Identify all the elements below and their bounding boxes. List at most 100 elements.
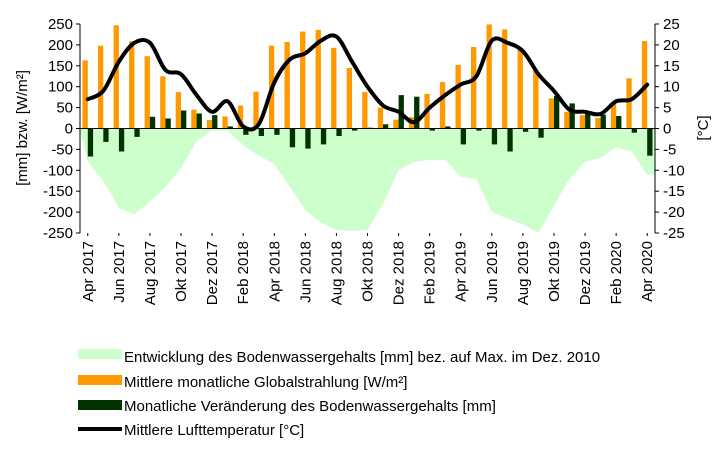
legend-label-temperature: Mittlere Lufttemperatur [°C] xyxy=(124,422,304,439)
soil-change-bar xyxy=(600,114,606,129)
y-tick-label: -100 xyxy=(43,162,73,179)
solar-bar xyxy=(222,116,228,129)
soil-change-bar xyxy=(289,128,296,148)
soil-change-bar xyxy=(383,124,389,129)
solar-bar xyxy=(253,91,259,129)
solar-bar xyxy=(439,82,446,129)
solar-bar xyxy=(579,115,586,129)
y-tick-label: 50 xyxy=(56,100,73,117)
y2-tick-label: 20 xyxy=(663,37,680,54)
x-tick-label: Jun 2019 xyxy=(484,241,501,303)
soil-change-bar xyxy=(118,128,125,152)
y-tick-label: -200 xyxy=(43,204,73,221)
solar-bar xyxy=(517,48,523,129)
solar-bar xyxy=(331,47,337,129)
soil-change-bar xyxy=(554,95,560,129)
x-tick-label: Okt 2018 xyxy=(360,241,377,302)
soil-change-bar xyxy=(274,128,280,135)
y2-tick-label: 0 xyxy=(663,121,671,138)
solar-bar xyxy=(610,103,617,129)
y2-tick-label: 5 xyxy=(663,100,671,117)
solar-bar xyxy=(502,29,508,129)
soil-change-bar xyxy=(227,126,233,129)
solar-bar xyxy=(595,118,601,129)
solar-bar xyxy=(362,92,368,129)
temperature-line xyxy=(85,33,650,132)
y-tick-label: 100 xyxy=(48,79,73,96)
x-tick-label: Dez 2019 xyxy=(577,241,594,305)
soil-change-bar xyxy=(212,115,218,129)
y2-tick-label: 15 xyxy=(663,58,680,75)
x-tick-label: Okt 2017 xyxy=(173,241,190,302)
x-tick-label: Feb 2018 xyxy=(235,241,252,304)
soil-change-bar xyxy=(616,116,622,129)
soil-change-bar xyxy=(181,110,187,129)
solar-bar xyxy=(284,42,290,129)
axes-layer: -250-200-150-100-50050100150200250-25-20… xyxy=(43,16,685,305)
soil-change-bar xyxy=(196,113,202,129)
soil-change-bar xyxy=(429,128,435,131)
soil-change-bar xyxy=(165,118,171,129)
soil-change-bar xyxy=(631,128,637,133)
solar-bar xyxy=(82,60,88,129)
soil-change-bar xyxy=(134,128,140,137)
solar-bar xyxy=(206,120,213,129)
solar-bar xyxy=(548,98,554,129)
solar-bar xyxy=(626,78,632,129)
y-tick-label: 250 xyxy=(48,16,73,33)
soil-water-area xyxy=(80,128,655,233)
x-tick-label: Feb 2020 xyxy=(608,241,625,304)
soil-change-bar xyxy=(569,103,575,129)
soil-change-bar xyxy=(585,111,591,129)
solar-bar xyxy=(300,31,306,129)
y2-tick-label: -15 xyxy=(663,183,685,200)
soil-change-bar xyxy=(320,128,327,145)
soil-change-bar xyxy=(103,128,109,142)
y-tick-label: 0 xyxy=(65,121,73,138)
y2-tick-label: 25 xyxy=(663,16,680,33)
y-tick-label: -150 xyxy=(43,183,73,200)
soil-change-bar xyxy=(336,128,342,136)
solar-bar xyxy=(377,107,384,129)
y2-tick-label: -5 xyxy=(663,141,676,158)
solar-bar xyxy=(393,119,399,129)
x-tick-label: Okt 2019 xyxy=(546,241,563,302)
soil-change-bar xyxy=(491,128,498,145)
soil-change-bar xyxy=(476,128,482,131)
y2-tick-label: -10 xyxy=(663,162,685,179)
x-tick-label: Apr 2019 xyxy=(453,241,470,302)
x-tick-label: Aug 2018 xyxy=(328,241,345,305)
legend-label-area: Entwicklung des Bodenwassergehalts [mm] … xyxy=(124,349,600,366)
y2-tick-label: -25 xyxy=(663,225,685,242)
solar-bar xyxy=(175,92,181,129)
soil-change-bar xyxy=(305,128,311,149)
solar-bar xyxy=(533,70,539,129)
soil-change-bar xyxy=(352,128,358,131)
solar-bar xyxy=(98,45,104,129)
x-tick-label: Dez 2018 xyxy=(391,241,408,305)
x-tick-label: Dez 2017 xyxy=(204,241,221,305)
soil-change-bar xyxy=(149,116,156,129)
x-tick-label: Aug 2017 xyxy=(142,241,159,305)
x-tick-label: Jun 2017 xyxy=(111,241,128,303)
x-tick-label: Apr 2017 xyxy=(80,241,97,302)
solar-bar xyxy=(486,24,492,129)
legend-label-solar: Mittlere monatliche Globalstrahlung [W/m… xyxy=(124,374,407,391)
x-tick-label: Apr 2018 xyxy=(266,241,283,302)
soil-change-bar xyxy=(87,128,94,157)
legend-swatch-solar xyxy=(78,375,122,385)
solar-bar xyxy=(113,25,119,129)
solar-bar xyxy=(455,65,461,129)
solar-bar xyxy=(346,67,352,129)
legend-swatch-soil-change xyxy=(78,400,122,410)
y-axis-title: [mm] bzw. [W/m²] xyxy=(14,70,31,186)
y-tick-label: 200 xyxy=(48,37,73,54)
x-tick-label: Jun 2018 xyxy=(297,241,314,303)
soil-change-bar xyxy=(243,128,249,135)
soil-water-area-layer xyxy=(80,128,655,233)
solar-bar xyxy=(237,105,244,129)
bars-layer xyxy=(82,24,653,157)
temperature-line-layer xyxy=(85,33,650,132)
legend-swatch-area xyxy=(78,349,122,359)
